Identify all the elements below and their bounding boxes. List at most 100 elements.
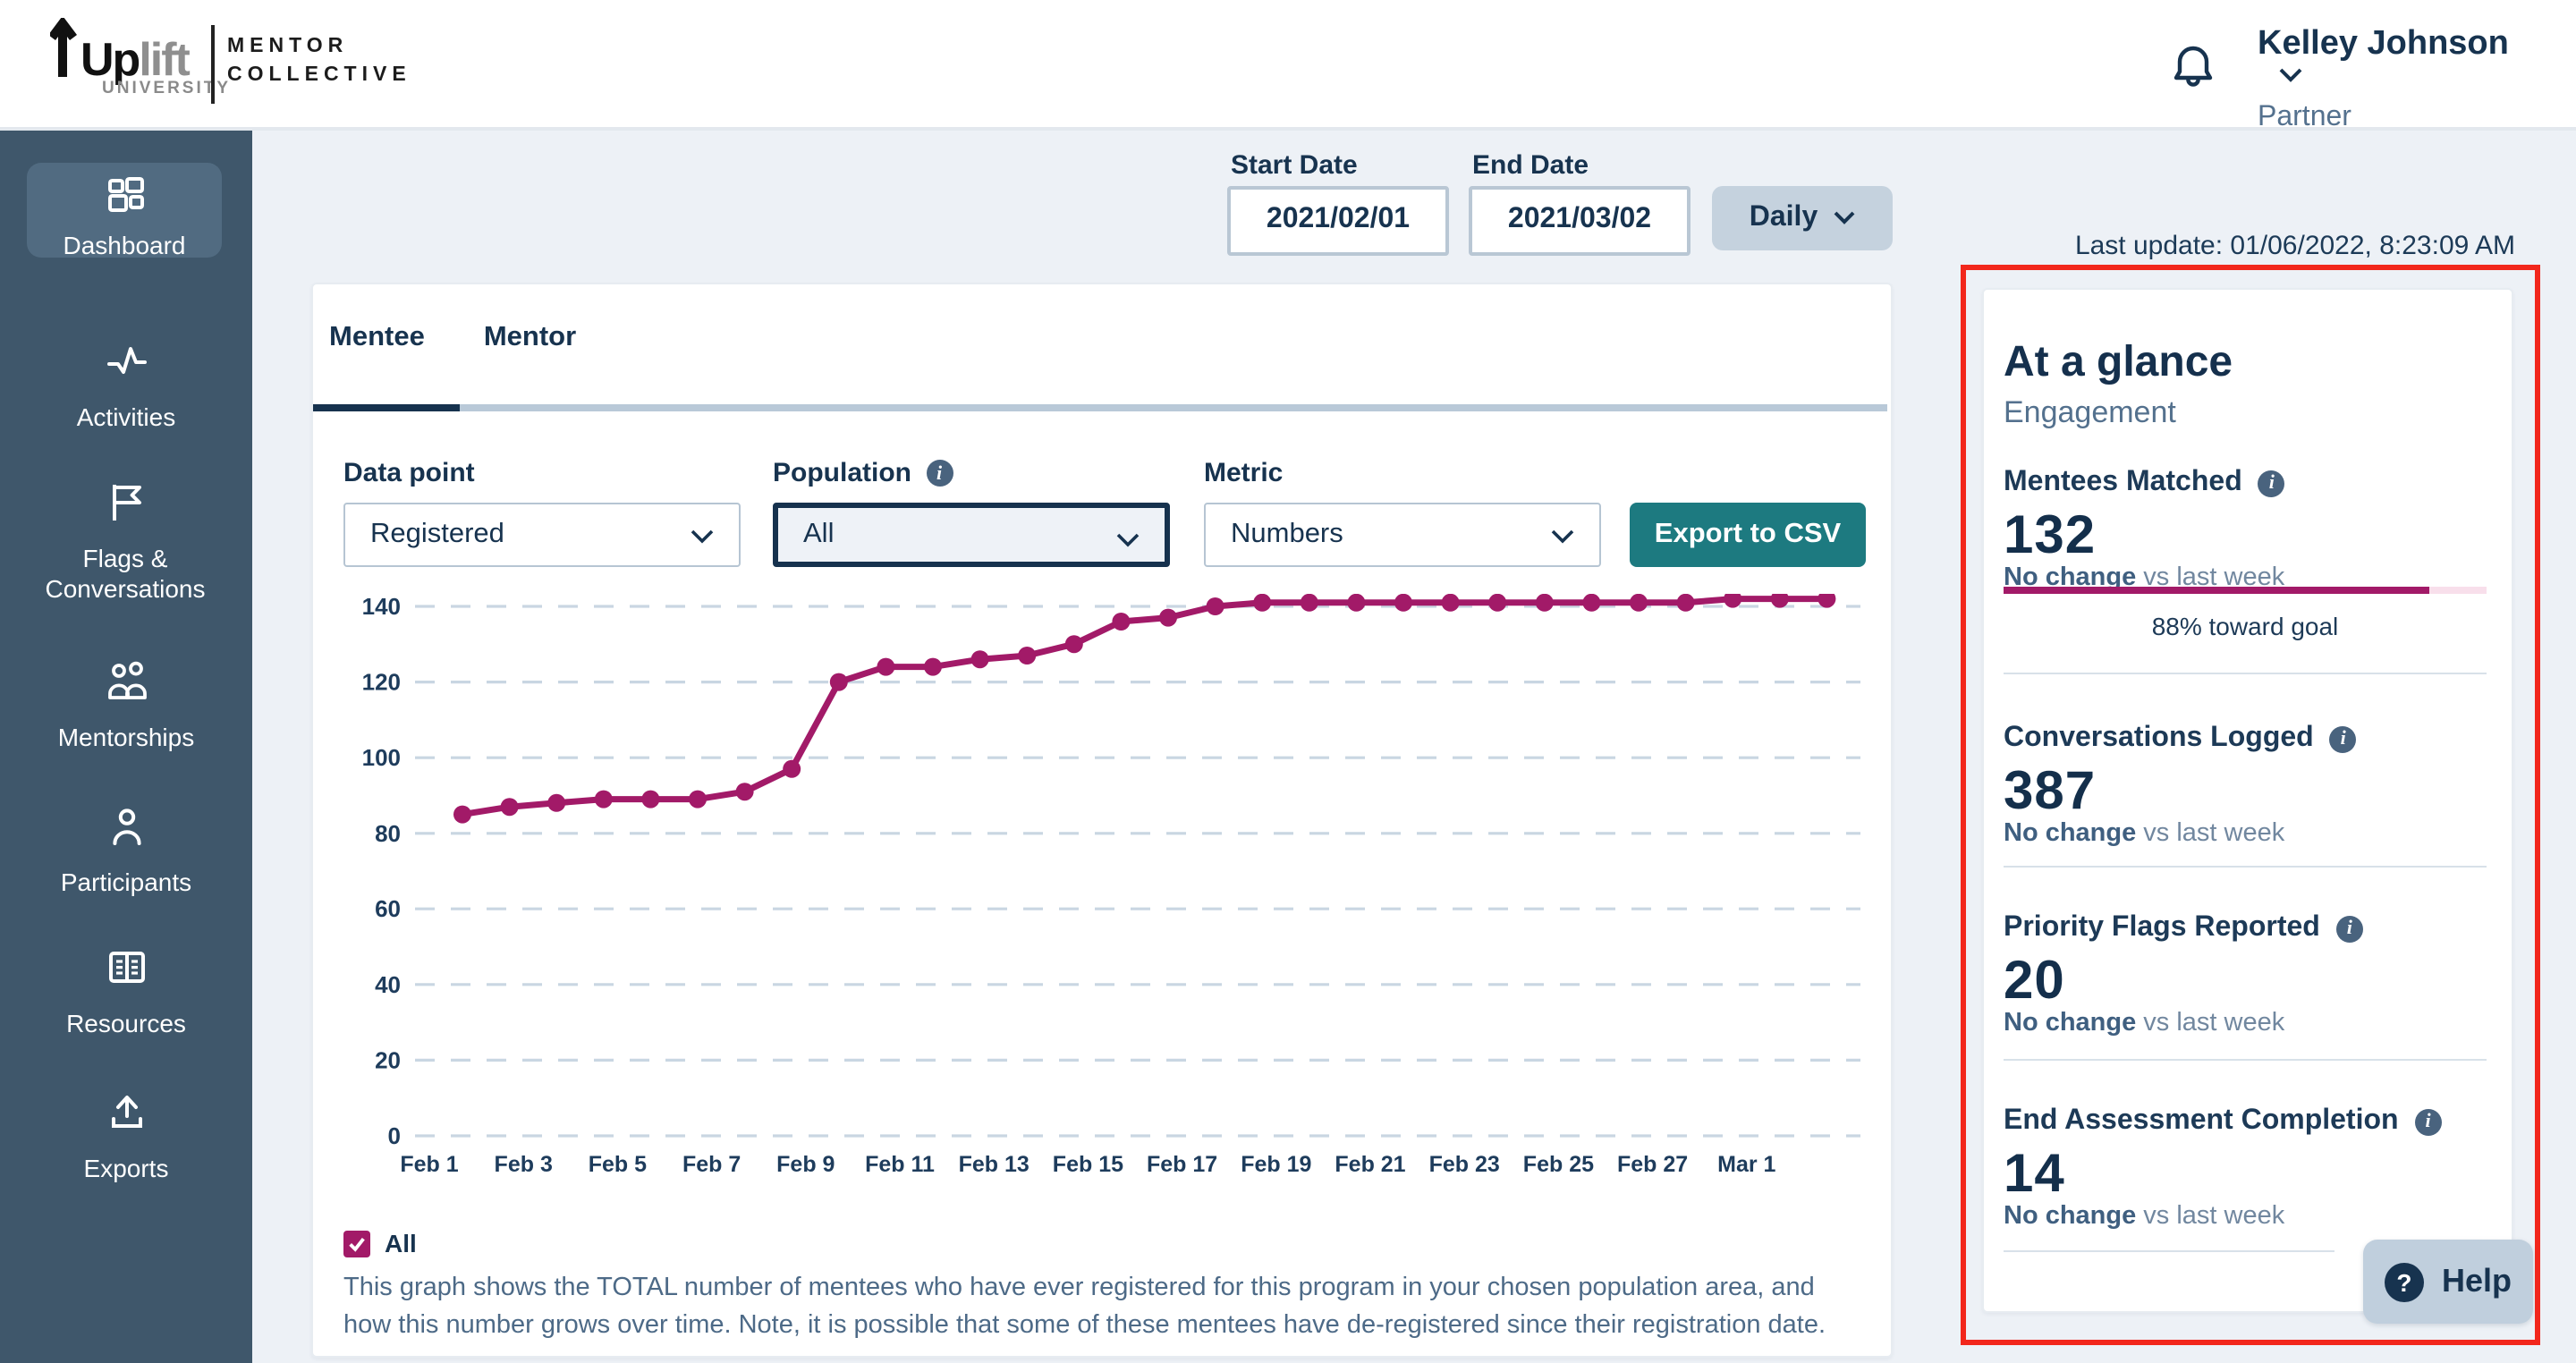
sidebar-item-flags-conversations[interactable]: Flags & Conversations [0, 481, 252, 605]
svg-text:60: 60 [375, 895, 401, 922]
svg-text:Feb 15: Feb 15 [1053, 1152, 1123, 1177]
sidebar-item-label: Resources [66, 1009, 186, 1037]
sidebar-item-label: Exports [83, 1154, 169, 1182]
mentorship-people-icon [103, 660, 149, 703]
svg-text:40: 40 [375, 971, 401, 998]
info-icon[interactable]: i [2258, 470, 2285, 496]
chevron-down-icon [2279, 68, 2302, 82]
sidebar-item-participants[interactable]: Participants [0, 805, 252, 898]
interval-dropdown[interactable]: Daily [1712, 186, 1893, 250]
uplift-arrow-icon [50, 18, 77, 77]
check-icon [349, 1236, 365, 1251]
chevron-down-icon [691, 529, 714, 544]
help-label: Help [2441, 1263, 2512, 1299]
svg-text:80: 80 [375, 820, 401, 847]
brand-name: Uplift [80, 32, 191, 86]
sidebar-item-mentorships[interactable]: Mentorships [0, 660, 252, 753]
chart-description: This graph shows the TOTAL number of men… [343, 1274, 1826, 1340]
svg-text:Mar 1: Mar 1 [1717, 1152, 1775, 1177]
svg-text:Feb 7: Feb 7 [682, 1152, 741, 1177]
svg-text:Feb 11: Feb 11 [865, 1152, 935, 1177]
stat-change: No change vs last week [2004, 819, 2285, 848]
divider [2004, 866, 2487, 868]
divider [2004, 673, 2487, 674]
end-date-input[interactable]: 2021/03/02 [1469, 186, 1690, 256]
user-menu[interactable]: Kelley Johnson Partner [2258, 25, 2547, 134]
divider [2004, 1250, 2334, 1252]
chart-card [311, 283, 1893, 1358]
sidebar-item-activities[interactable]: Activities [0, 340, 252, 433]
start-date-label: Start Date [1231, 150, 1358, 181]
stat-priority-flags-label: Priority Flags Reported i [2004, 912, 2363, 944]
chart-legend: All [343, 1229, 417, 1257]
app-header: Uplift UNIVERSITY MENTOR COLLECTIVE Kell… [0, 0, 2576, 134]
start-date-input[interactable]: 2021/02/01 [1227, 186, 1449, 256]
tab-mentor[interactable]: Mentor [483, 322, 577, 352]
legend-label: All [385, 1229, 417, 1257]
svg-text:140: 140 [362, 594, 401, 620]
interval-label: Daily [1749, 202, 1818, 233]
person-icon [105, 805, 148, 848]
stat-conversations-logged-label: Conversations Logged i [2004, 723, 2357, 755]
dashboard-grid-icon [103, 174, 146, 216]
svg-text:Feb 13: Feb 13 [959, 1152, 1030, 1177]
data-point-label: Data point [343, 458, 475, 488]
svg-text:Feb 1: Feb 1 [400, 1152, 458, 1177]
at-a-glance-card [1982, 288, 2513, 1313]
help-button[interactable]: ? Help [2363, 1240, 2533, 1324]
stat-mentees-matched-label: Mentees Matched i [2004, 467, 2285, 499]
sidebar-item-dashboard[interactable]: Dashboard [27, 163, 222, 259]
brand-logo: Uplift UNIVERSITY MENTOR COLLECTIVE [50, 18, 462, 111]
stat-mentees-matched-value: 132 [2004, 506, 2097, 565]
svg-text:Feb 17: Feb 17 [1147, 1152, 1217, 1177]
population-value: All [803, 519, 835, 549]
goal-progress-track [2004, 587, 2487, 594]
stat-end-assessment-value: 14 [2004, 1145, 2065, 1204]
population-label: Population i [773, 458, 953, 488]
sidebar-item-resources[interactable]: Resources [0, 946, 252, 1039]
info-icon[interactable]: i [926, 460, 953, 487]
divider [2004, 1059, 2487, 1061]
data-point-select[interactable]: Registered [343, 503, 741, 567]
metric-select[interactable]: Numbers [1204, 503, 1601, 567]
glance-subtitle: Engagement [2004, 395, 2176, 429]
legend-checkbox-all[interactable] [343, 1230, 370, 1257]
metric-value: Numbers [1231, 519, 1343, 549]
tab-mentee[interactable]: Mentee [329, 322, 425, 352]
stat-change: No change vs last week [2004, 1009, 2285, 1037]
registered-mentees-line-chart: 0 20 40 60 80 100 120 140 Feb 1 Feb 3 Feb 5 Feb 7 Fe… [362, 594, 1860, 1177]
chevron-down-icon [1116, 533, 1140, 547]
goal-progress-fill [2004, 587, 2429, 594]
sidebar-item-label: Mentorships [57, 723, 195, 751]
metric-label: Metric [1204, 458, 1284, 488]
population-select[interactable]: All [773, 503, 1170, 567]
stat-end-assessment-label: End Assessment Completion i [2004, 1105, 2442, 1138]
tab-bar: Mentee Mentor [329, 322, 576, 354]
stat-conversations-logged-value: 387 [2004, 762, 2097, 821]
tab-underline-track [313, 404, 1887, 411]
stat-priority-flags-value: 20 [2004, 952, 2065, 1011]
last-update-text: Last update: 01/06/2022, 8:23:09 AM [2074, 231, 2515, 261]
svg-text:Feb 21: Feb 21 [1335, 1152, 1405, 1177]
info-icon[interactable]: i [2414, 1108, 2442, 1135]
svg-text:100: 100 [362, 744, 401, 771]
sidebar-item-exports[interactable]: Exports [0, 1091, 252, 1184]
svg-text:0: 0 [388, 1122, 401, 1149]
user-name: Kelley Johnson [2258, 25, 2509, 63]
sidebar-item-label: Flags & Conversations [45, 544, 206, 603]
info-icon[interactable]: i [2335, 915, 2363, 942]
svg-text:Feb 27: Feb 27 [1617, 1152, 1688, 1177]
svg-text:120: 120 [362, 669, 401, 696]
sidebar: Dashboard Activities Flags & Conversatio… [0, 131, 252, 1363]
svg-text:Feb 5: Feb 5 [589, 1152, 647, 1177]
open-book-icon [105, 946, 148, 989]
tab-underline-active [313, 404, 460, 411]
export-to-csv-button[interactable]: Export to CSV [1630, 503, 1866, 567]
sidebar-item-label: Participants [60, 868, 192, 896]
org-name: MENTOR COLLECTIVE [227, 36, 411, 86]
notification-bell-icon[interactable] [2168, 41, 2218, 91]
chevron-down-icon [1834, 211, 1855, 224]
info-icon[interactable]: i [2329, 725, 2357, 752]
glance-title: At a glance [2004, 338, 2233, 386]
logo-divider [211, 25, 215, 104]
